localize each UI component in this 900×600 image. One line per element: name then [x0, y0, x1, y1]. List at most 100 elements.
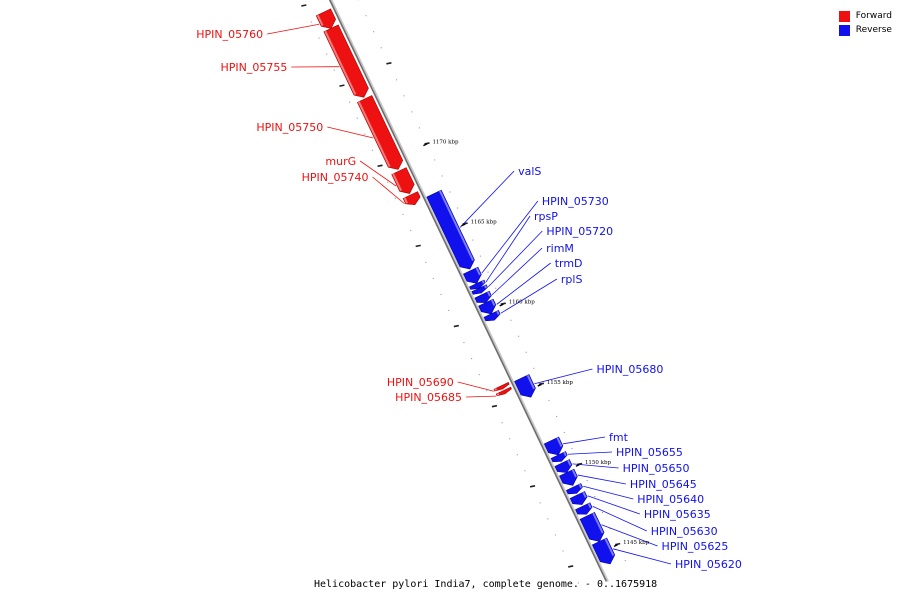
leader-line — [592, 505, 647, 532]
leader-line — [562, 436, 606, 445]
gene-label[interactable]: HPIN_05625 — [662, 540, 729, 553]
gene-label[interactable]: HPIN_05630 — [651, 525, 718, 538]
axis-tick — [614, 542, 621, 546]
gene-highlight — [357, 101, 391, 168]
gene-arrow-hpin_05680[interactable] — [514, 374, 536, 398]
genome-caption: Helicobacter pylori India7, complete gen… — [314, 579, 658, 590]
gene-label[interactable]: HPIN_05740 — [302, 171, 369, 184]
backbone-line — [328, 0, 608, 582]
gene-highlight — [496, 392, 500, 396]
gene-label[interactable]: valS — [518, 165, 541, 178]
gene-arrow-rpsp[interactable] — [469, 279, 486, 290]
gene-label[interactable]: HPIN_05750 — [256, 121, 323, 134]
leader-line — [496, 262, 551, 305]
leader-line — [572, 463, 619, 469]
gene-highlight — [439, 190, 474, 262]
gene-arrow-hpin_05625[interactable] — [579, 511, 605, 542]
gene-arrow-rpls[interactable] — [483, 310, 501, 322]
reverse-swatch — [838, 24, 850, 36]
gene-arrow-rimm[interactable] — [474, 290, 492, 303]
gene-highlight — [484, 284, 488, 289]
leader-line — [500, 278, 558, 314]
gene-highlight — [556, 437, 563, 447]
gene-arrow-hpin_05620[interactable] — [591, 537, 616, 565]
gene-highlight — [316, 14, 324, 26]
gene-label[interactable]: rpsP — [534, 210, 558, 223]
gene-label[interactable]: HPIN_05640 — [637, 493, 704, 506]
gene-arrow-fmt[interactable] — [543, 436, 564, 456]
gene-layer — [315, 8, 616, 565]
backbone-shadow — [330, 0, 609, 582]
gene-highlight — [392, 173, 403, 192]
axis-tick — [491, 404, 498, 408]
gene-arrow-hpin_05635[interactable] — [569, 491, 588, 505]
gene-arrow-trmd[interactable] — [478, 298, 497, 315]
gene-arrow-hpin_05730[interactable] — [463, 266, 482, 284]
gene-label[interactable]: HPIN_05690 — [387, 376, 454, 389]
gene-arrow-hpin_05720[interactable] — [471, 284, 488, 295]
gene-arrow-vals[interactable] — [426, 189, 475, 270]
legend-reverse-label: Reverse — [855, 25, 892, 35]
gene-arrow-hpin_05655[interactable] — [550, 451, 568, 463]
axis-tick — [529, 485, 536, 488]
gene-arrow-hpin_05750[interactable] — [357, 95, 404, 170]
forward-swatch — [838, 10, 850, 22]
gene-label[interactable]: HPIN_05685 — [395, 391, 462, 404]
gene-label[interactable]: HPIN_05720 — [546, 225, 613, 238]
leader-line — [466, 395, 497, 398]
gene-arrow-hpin_05760[interactable] — [315, 8, 336, 29]
gene-label[interactable]: HPIN_05680 — [596, 363, 663, 376]
gene-arrow-hpin_05685[interactable] — [495, 386, 512, 397]
gene-highlight — [324, 30, 357, 95]
gene-label[interactable]: rimM — [546, 242, 574, 255]
scale-tick — [461, 223, 466, 227]
gene-arrow-hpin_05740[interactable] — [402, 191, 421, 206]
scale-label: 1150 kbp — [585, 460, 612, 466]
leader-line — [577, 474, 626, 485]
leader-line — [488, 230, 543, 288]
gene-arrow-hpin_05650[interactable] — [554, 459, 573, 473]
gene-label[interactable]: HPIN_05645 — [630, 478, 697, 491]
axis-tick — [377, 164, 383, 168]
gene-label[interactable]: rplS — [561, 273, 583, 286]
gene-highlight — [496, 310, 500, 316]
gene-label[interactable]: HPIN_05760 — [196, 28, 263, 41]
leader-line — [481, 200, 539, 274]
gene-highlight — [403, 197, 408, 204]
axis-tick — [424, 142, 430, 145]
gene-label-layer: HPIN_05760 HPIN_05755 HPIN_05750 murG HPIN_0… — [196, 28, 742, 571]
leader-line — [601, 524, 658, 547]
gene-label[interactable]: HPIN_05620 — [675, 558, 742, 571]
gene-highlight — [587, 502, 592, 509]
gene-highlight — [494, 388, 498, 391]
gene-label[interactable]: HPIN_05730 — [542, 195, 609, 208]
leader-line — [457, 381, 494, 392]
legend-reverse: Reverse — [838, 23, 892, 37]
gene-label[interactable]: HPIN_05650 — [623, 462, 690, 475]
leader-line — [583, 485, 634, 500]
gene-label[interactable]: HPIN_05635 — [644, 508, 711, 521]
leader-line — [491, 247, 543, 296]
gene-arrow-hpin_05645[interactable] — [559, 468, 578, 486]
gene-highlight — [487, 291, 491, 297]
gene-highlight — [571, 469, 577, 478]
gene-arrow-hpin_05755[interactable] — [323, 24, 369, 98]
gene-label[interactable]: HPIN_05655 — [616, 446, 683, 459]
gene-arrow-hpin_05640[interactable] — [565, 483, 583, 495]
leader-line — [587, 495, 640, 515]
axis-tick — [339, 84, 345, 87]
gene-label[interactable]: trmD — [555, 257, 583, 270]
gene-arrow-murg[interactable] — [391, 167, 415, 194]
gene-label[interactable]: HPIN_05755 — [220, 61, 287, 74]
gene-arrow-hpin_05690[interactable] — [493, 381, 510, 392]
gene-label[interactable]: fmt — [609, 431, 629, 444]
axis-tick — [500, 302, 506, 305]
leader-line-layer — [267, 23, 672, 565]
leader-line — [267, 23, 320, 35]
gene-highlight — [481, 280, 485, 284]
leader-line — [459, 170, 515, 228]
leader-line — [612, 548, 672, 565]
gene-label[interactable]: murG — [325, 155, 356, 168]
gene-arrow-hpin_05630[interactable] — [575, 502, 593, 515]
